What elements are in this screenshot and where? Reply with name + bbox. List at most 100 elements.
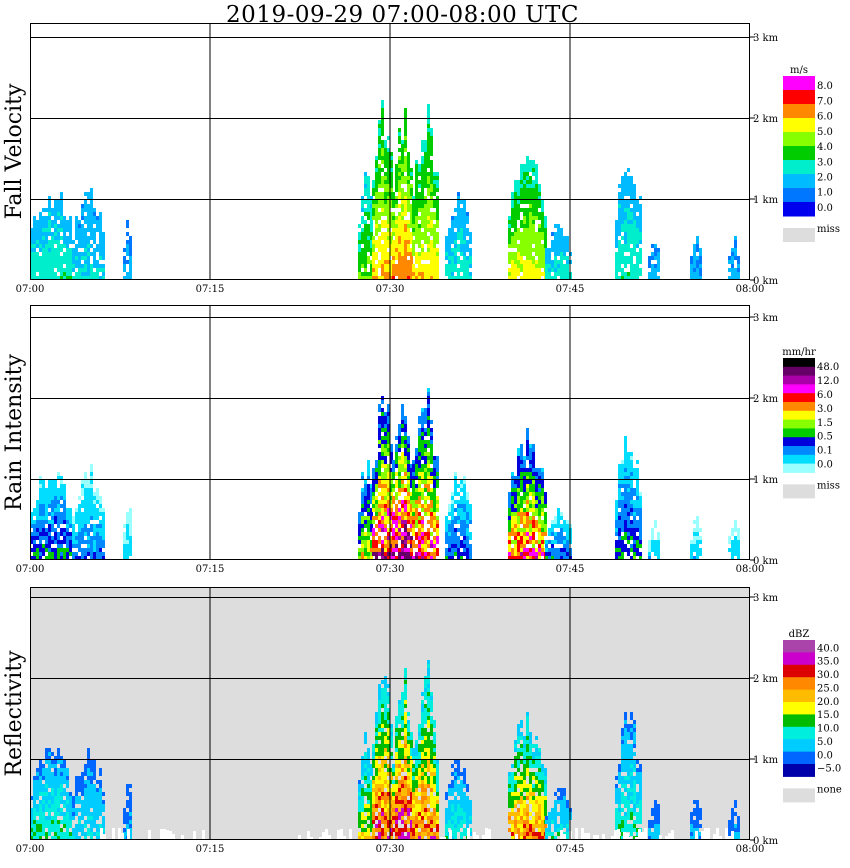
data-cell bbox=[81, 548, 84, 552]
data-cell bbox=[381, 540, 384, 544]
data-cell bbox=[517, 188, 520, 192]
data-cell bbox=[57, 828, 60, 832]
data-cell bbox=[424, 180, 427, 184]
data-cell bbox=[538, 188, 541, 192]
data-cell bbox=[421, 432, 424, 436]
data-cell bbox=[412, 500, 415, 504]
data-cell bbox=[627, 552, 630, 556]
data-cell bbox=[633, 232, 636, 236]
data-cell bbox=[532, 232, 535, 236]
data-cell bbox=[381, 720, 384, 724]
data-cell bbox=[72, 812, 75, 816]
data-cell bbox=[514, 272, 517, 276]
data-cell bbox=[375, 172, 378, 176]
data-cell bbox=[364, 832, 367, 836]
data-cell bbox=[45, 240, 48, 244]
data-cell bbox=[398, 728, 401, 732]
data-cell bbox=[90, 500, 93, 504]
data-cell bbox=[372, 516, 375, 520]
data-cell bbox=[367, 520, 370, 524]
data-cell bbox=[460, 552, 463, 556]
data-cell bbox=[508, 504, 511, 508]
data-cell bbox=[430, 228, 433, 232]
data-cell bbox=[415, 552, 418, 556]
data-cell bbox=[615, 532, 618, 536]
data-cell bbox=[33, 256, 36, 260]
data-cell bbox=[129, 272, 132, 276]
data-cell bbox=[734, 520, 737, 524]
data-cell bbox=[372, 520, 375, 524]
data-cell bbox=[699, 252, 702, 256]
data-cell bbox=[392, 216, 395, 220]
data-cell bbox=[526, 256, 529, 260]
data-cell bbox=[401, 460, 404, 464]
data-cell bbox=[618, 476, 621, 480]
data-cell bbox=[418, 532, 421, 536]
data-cell bbox=[75, 780, 78, 784]
data-cell bbox=[78, 528, 81, 532]
data-cell bbox=[418, 252, 421, 256]
data-cell bbox=[30, 808, 33, 812]
data-cell bbox=[370, 524, 373, 528]
data-cell bbox=[630, 232, 633, 236]
data-cell bbox=[87, 240, 90, 244]
colorbar-swatch bbox=[783, 454, 815, 465]
data-cell bbox=[378, 688, 381, 692]
data-cell bbox=[84, 248, 87, 252]
data-cell bbox=[415, 448, 418, 452]
data-cell bbox=[381, 196, 384, 200]
data-cell bbox=[407, 268, 410, 272]
data-cell bbox=[60, 540, 63, 544]
data-cell bbox=[33, 524, 36, 528]
data-cell bbox=[72, 528, 75, 532]
data-cell bbox=[520, 516, 523, 520]
data-cell bbox=[375, 732, 378, 736]
data-cell bbox=[615, 276, 618, 280]
data-cell bbox=[48, 540, 51, 544]
data-cell bbox=[372, 752, 375, 756]
data-cell bbox=[421, 236, 424, 240]
data-cell bbox=[460, 236, 463, 240]
data-cell bbox=[412, 520, 415, 524]
data-cell bbox=[514, 496, 517, 500]
data-cell bbox=[93, 236, 96, 240]
data-cell bbox=[87, 252, 90, 256]
data-cell bbox=[54, 808, 57, 812]
data-cell bbox=[523, 168, 526, 172]
data-cell bbox=[36, 820, 39, 824]
data-cell bbox=[45, 232, 48, 236]
data-cell bbox=[551, 532, 554, 536]
data-cell bbox=[390, 268, 393, 272]
data-cell bbox=[60, 276, 63, 280]
data-cell bbox=[535, 208, 538, 212]
data-cell bbox=[415, 464, 418, 468]
data-cell bbox=[404, 756, 407, 760]
data-cell bbox=[36, 512, 39, 516]
data-cell bbox=[398, 720, 401, 724]
data-cell bbox=[451, 528, 454, 532]
data-cell bbox=[90, 508, 93, 512]
data-cell bbox=[463, 208, 466, 212]
data-cell bbox=[541, 200, 544, 204]
data-cell bbox=[404, 804, 407, 808]
data-cell bbox=[630, 468, 633, 472]
data-cell bbox=[378, 172, 381, 176]
data-cell bbox=[451, 512, 454, 516]
data-cell bbox=[404, 244, 407, 248]
data-cell bbox=[415, 500, 418, 504]
data-cell bbox=[66, 548, 69, 552]
data-cell bbox=[378, 500, 381, 504]
data-cell bbox=[33, 796, 36, 800]
data-cell bbox=[384, 540, 387, 544]
data-cell bbox=[529, 472, 532, 476]
data-cell bbox=[633, 220, 636, 224]
data-cell bbox=[398, 712, 401, 716]
data-cell bbox=[370, 780, 373, 784]
data-cell bbox=[415, 808, 418, 812]
data-cell bbox=[615, 232, 618, 236]
data-cell bbox=[463, 264, 466, 268]
data-cell bbox=[384, 152, 387, 156]
data-cell bbox=[392, 224, 395, 228]
data-cell bbox=[84, 272, 87, 276]
data-cell bbox=[448, 260, 451, 264]
